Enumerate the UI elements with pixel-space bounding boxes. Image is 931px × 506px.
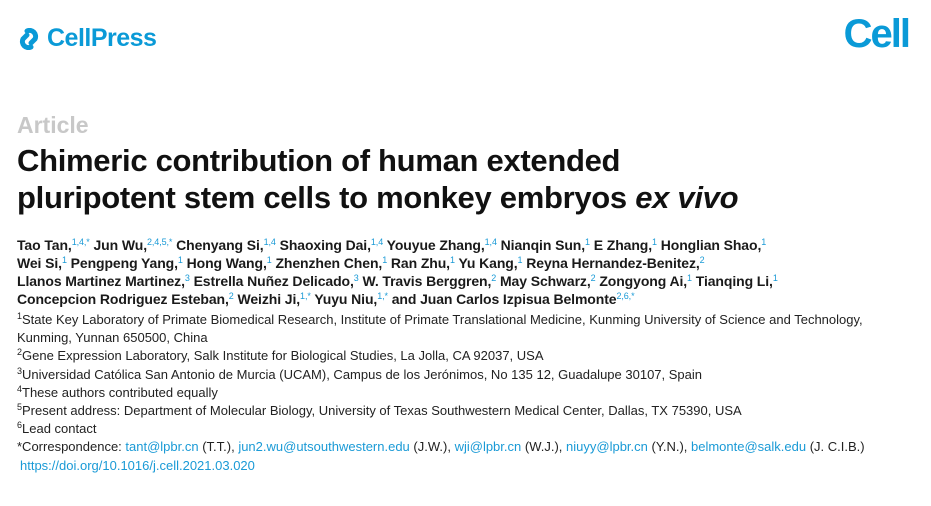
author-name[interactable]: Wei Si, (17, 255, 62, 271)
author-name[interactable]: Estrella Nuñez Delicado, (193, 273, 354, 289)
author-affiliation-sup[interactable]: 1,* (300, 291, 311, 301)
author-line: Llanos Martinez Martinez,3 Estrella Nuñe… (17, 272, 778, 290)
correspondence-email-link[interactable]: belmonte@salk.edu (691, 439, 807, 455)
affiliation-number: 3 (17, 365, 23, 376)
author-affiliation-sup[interactable]: 1 (61, 255, 67, 265)
author-name[interactable]: Concepcion Rodriguez Esteban, (17, 291, 229, 307)
affiliation-number: 1 (17, 311, 23, 321)
correspondence: *Correspondence: tant@lpbr.cn (T.T.), ju… (17, 439, 865, 455)
author-affiliation-sup[interactable]: 3 (184, 273, 190, 283)
author-affiliation-sup[interactable]: 1 (177, 255, 183, 265)
author-name[interactable]: Shaoxing Dai, (279, 237, 371, 253)
author-name[interactable]: Tianqing Li, (695, 273, 773, 289)
author-name[interactable]: and Juan Carlos Izpisua Belmonte (391, 291, 617, 307)
author-name[interactable]: Tao Tan, (17, 237, 72, 253)
author-affiliation-sup[interactable]: 1 (517, 255, 523, 265)
author-name[interactable]: Honglian Shao, (660, 237, 762, 253)
affiliation-text: State Key Laboratory of Primate Biomedic… (17, 312, 863, 346)
author-name[interactable]: Nianqin Sun, (500, 237, 586, 253)
author-name[interactable]: Youyue Zhang, (386, 237, 485, 253)
correspondence-email-link[interactable]: jun2.wu@utsouthwestern.edu (238, 439, 410, 455)
author-affiliation-sup[interactable]: 1 (772, 273, 778, 283)
author-affiliation-sup[interactable]: 1 (585, 237, 590, 247)
affiliation-text: These authors contributed equally (22, 384, 218, 400)
author-name[interactable]: W. Travis Berggren, (362, 273, 492, 289)
author-affiliation-sup[interactable]: 1 (449, 255, 455, 265)
correspondence-initials: (W.J.), (521, 439, 567, 455)
correspondence-initials: (T.T.), (198, 439, 239, 455)
cellpress-logo: CellPress (17, 24, 157, 53)
author-line: Concepcion Rodriguez Esteban,2 Weizhi Ji… (17, 290, 778, 308)
affiliation-text: Gene Expression Laboratory, Salk Institu… (22, 348, 544, 364)
cell-journal-logo: Cell (843, 12, 911, 56)
affiliation-item: 3Universidad Católica San Antonio de Mur… (17, 366, 917, 384)
author-line: Wei Si,1 Pengpeng Yang,1 Hong Wang,1 Zhe… (17, 254, 778, 272)
affiliation-number: 5 (17, 402, 23, 413)
affiliation-item: 2Gene Expression Laboratory, Salk Instit… (17, 347, 917, 365)
correspondence-initials: (J. C.I.B.) (806, 439, 865, 455)
affiliations: 1State Key Laboratory of Primate Biomedi… (17, 311, 917, 475)
author-name[interactable]: E Zhang, (593, 237, 653, 253)
author-line: Tao Tan,1,4,* Jun Wu,2,4,5,* Chenyang Si… (17, 236, 778, 254)
affiliation-text: Lead contact (22, 421, 97, 437)
author-name[interactable]: Pengpeng Yang, (70, 255, 178, 271)
author-affiliation-sup[interactable]: 1 (652, 237, 657, 247)
author-affiliation-sup[interactable]: 2 (590, 273, 596, 283)
author-name[interactable]: Zhenzhen Chen, (275, 255, 383, 271)
affiliation-number: 2 (17, 347, 23, 358)
author-affiliation-sup[interactable]: 1,* (377, 291, 388, 301)
author-affiliation-sup[interactable]: 1,4,* (71, 237, 90, 247)
article-type: Article (17, 112, 89, 138)
author-name[interactable]: Chenyang Si, (176, 237, 264, 253)
affiliation-number: 4 (17, 383, 23, 394)
cellpress-mark-icon (19, 27, 39, 50)
author-affiliation-sup[interactable]: 1 (761, 237, 767, 247)
affiliation-item: 1State Key Laboratory of Primate Biomedi… (17, 311, 917, 347)
correspondence-initials: (Y.N.), (647, 439, 691, 455)
author-name[interactable]: Llanos Martinez Martinez, (17, 273, 185, 289)
affiliation-item: 6Lead contact (17, 420, 917, 438)
correspondence-initials: (J.W.), (409, 439, 455, 455)
author-name[interactable]: Hong Wang, (186, 255, 267, 271)
author-affiliation-sup[interactable]: 1 (382, 255, 388, 265)
author-name[interactable]: Yuyu Niu, (314, 291, 378, 307)
doi-link[interactable]: https://doi.org/10.1016/j.cell.2021.03.0… (20, 457, 255, 473)
author-affiliation-sup[interactable]: 3 (353, 273, 359, 283)
author-name[interactable]: Reyna Hernandez-Benitez, (526, 255, 700, 271)
correspondence-email-link[interactable]: wji@lpbr.cn (454, 439, 522, 455)
author-name[interactable]: Zongyong Ai, (599, 273, 688, 289)
author-name[interactable]: Yu Kang, (458, 255, 518, 271)
author-affiliation-sup[interactable]: 1 (266, 255, 272, 265)
affiliation-item: 5Present address: Department of Molecula… (17, 402, 917, 420)
author-affiliation-sup[interactable]: 1,4 (484, 237, 497, 247)
affiliation-number: 6 (17, 420, 23, 431)
author-affiliation-sup[interactable]: 2,4,5,* (146, 237, 173, 247)
correspondence-email-link[interactable]: tant@lpbr.cn (125, 439, 199, 455)
author-affiliation-sup[interactable]: 1,4 (370, 237, 384, 247)
author-name[interactable]: Weizhi Ji, (237, 291, 301, 307)
author-name[interactable]: Ran Zhu, (390, 255, 450, 271)
correspondence-email-link[interactable]: niuyy@lpbr.cn (566, 439, 648, 455)
affiliation-text: Present address: Department of Molecular… (22, 403, 742, 419)
affiliation-item: 4These authors contributed equally (17, 384, 917, 402)
article-title: Chimeric contribution of human extended … (17, 143, 739, 215)
author-affiliation-sup[interactable]: 1 (687, 273, 692, 283)
author-affiliation-sup[interactable]: 2 (228, 291, 234, 301)
author-name[interactable]: Jun Wu, (93, 237, 148, 253)
author-affiliation-sup[interactable]: 2 (491, 273, 497, 283)
author-affiliation-sup[interactable]: 1,4 (263, 237, 276, 247)
author-name[interactable]: May Schwarz, (500, 273, 591, 289)
affiliation-text: Universidad Católica San Antonio de Murc… (22, 366, 702, 382)
author-affiliation-sup[interactable]: 2,6,* (616, 291, 635, 301)
publisher-name: CellPress (47, 24, 157, 52)
author-affiliation-sup[interactable]: 2 (699, 255, 705, 265)
author-list: Tao Tan,1,4,* Jun Wu,2,4,5,* Chenyang Si… (17, 236, 778, 308)
